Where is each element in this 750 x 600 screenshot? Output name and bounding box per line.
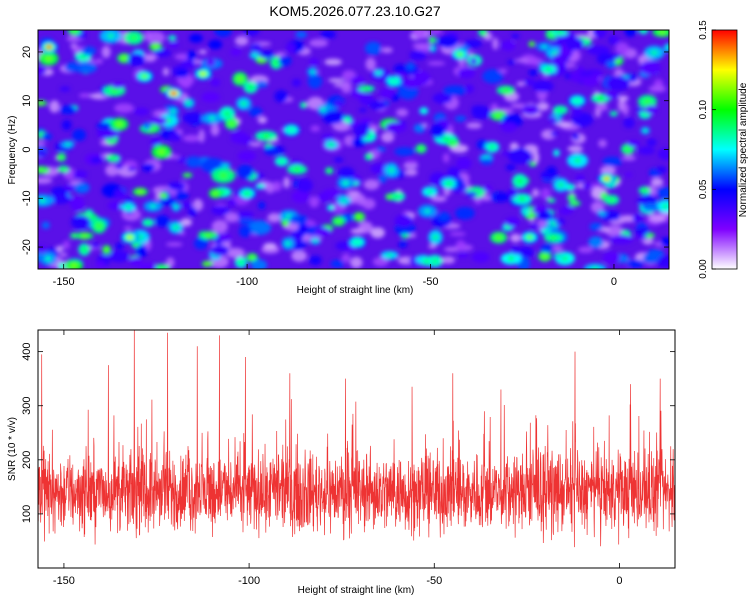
y-tick-label: -10 [21, 190, 33, 206]
colorbar-tick-label: 0.00 [698, 259, 709, 279]
y-tick-label: 10 [21, 95, 33, 107]
x-tick-label: -100 [238, 575, 260, 587]
snr-x-axis-label: Height of straight line (km) [298, 585, 415, 596]
snr-background [38, 330, 675, 568]
snr-y-ticks: 100 200 300 400 [21, 342, 675, 523]
heatmap-y-ticks: -20 -10 0 10 20 [21, 46, 669, 255]
snr-x-ticks: -150 -100 -50 0 [53, 330, 623, 587]
colorbar: 0.00 0.05 0.10 0.15 Normalized spectral amp… [698, 20, 749, 279]
x-tick-label: -50 [426, 575, 442, 587]
y-tick-label: 400 [21, 342, 33, 360]
snr-series-line [38, 330, 675, 548]
y-tick-label: 100 [21, 505, 33, 523]
chart-title: KOM5.2026.077.23.10.G27 [269, 3, 440, 19]
y-tick-label: 0 [21, 146, 33, 152]
colorbar-bar [711, 29, 738, 270]
colorbar-tick-label: 0.10 [698, 99, 709, 119]
colorbar-ticks: 0.00 0.05 0.10 0.15 [698, 20, 716, 279]
snr-y-axis-label: SNR (10 * v/v) [7, 417, 18, 481]
heatmap-x-ticks: -150 -100 -50 0 [53, 30, 617, 288]
y-tick-label: -20 [21, 239, 33, 255]
snr-plot-area [38, 330, 675, 568]
x-tick-label: -50 [423, 276, 439, 288]
x-tick-label: -150 [53, 276, 75, 288]
x-tick-label: 0 [611, 276, 617, 288]
colorbar-tick-label: 0.15 [698, 20, 709, 40]
snr-panel: -150 -100 -50 0 100 200 300 400 Height of stra… [7, 329, 676, 596]
x-tick-label: -150 [53, 575, 75, 587]
heatmap-area [38, 30, 669, 269]
y-tick-label: 200 [21, 451, 33, 469]
heatmap-y-axis-label: Frequency (Hz) [7, 116, 18, 185]
heatmap-x-axis-label: Height of straight line (km) [297, 285, 414, 296]
snr-frame [37, 329, 676, 569]
colorbar-label: Normalized spectral amplitude [738, 82, 749, 217]
heatmap-blobs [38, 30, 669, 269]
y-tick-label: 20 [21, 46, 33, 58]
x-tick-label: -100 [236, 276, 258, 288]
y-tick-label: 300 [21, 397, 33, 415]
colorbar-tick-label: 0.05 [698, 179, 709, 199]
x-tick-label: 0 [616, 575, 622, 587]
